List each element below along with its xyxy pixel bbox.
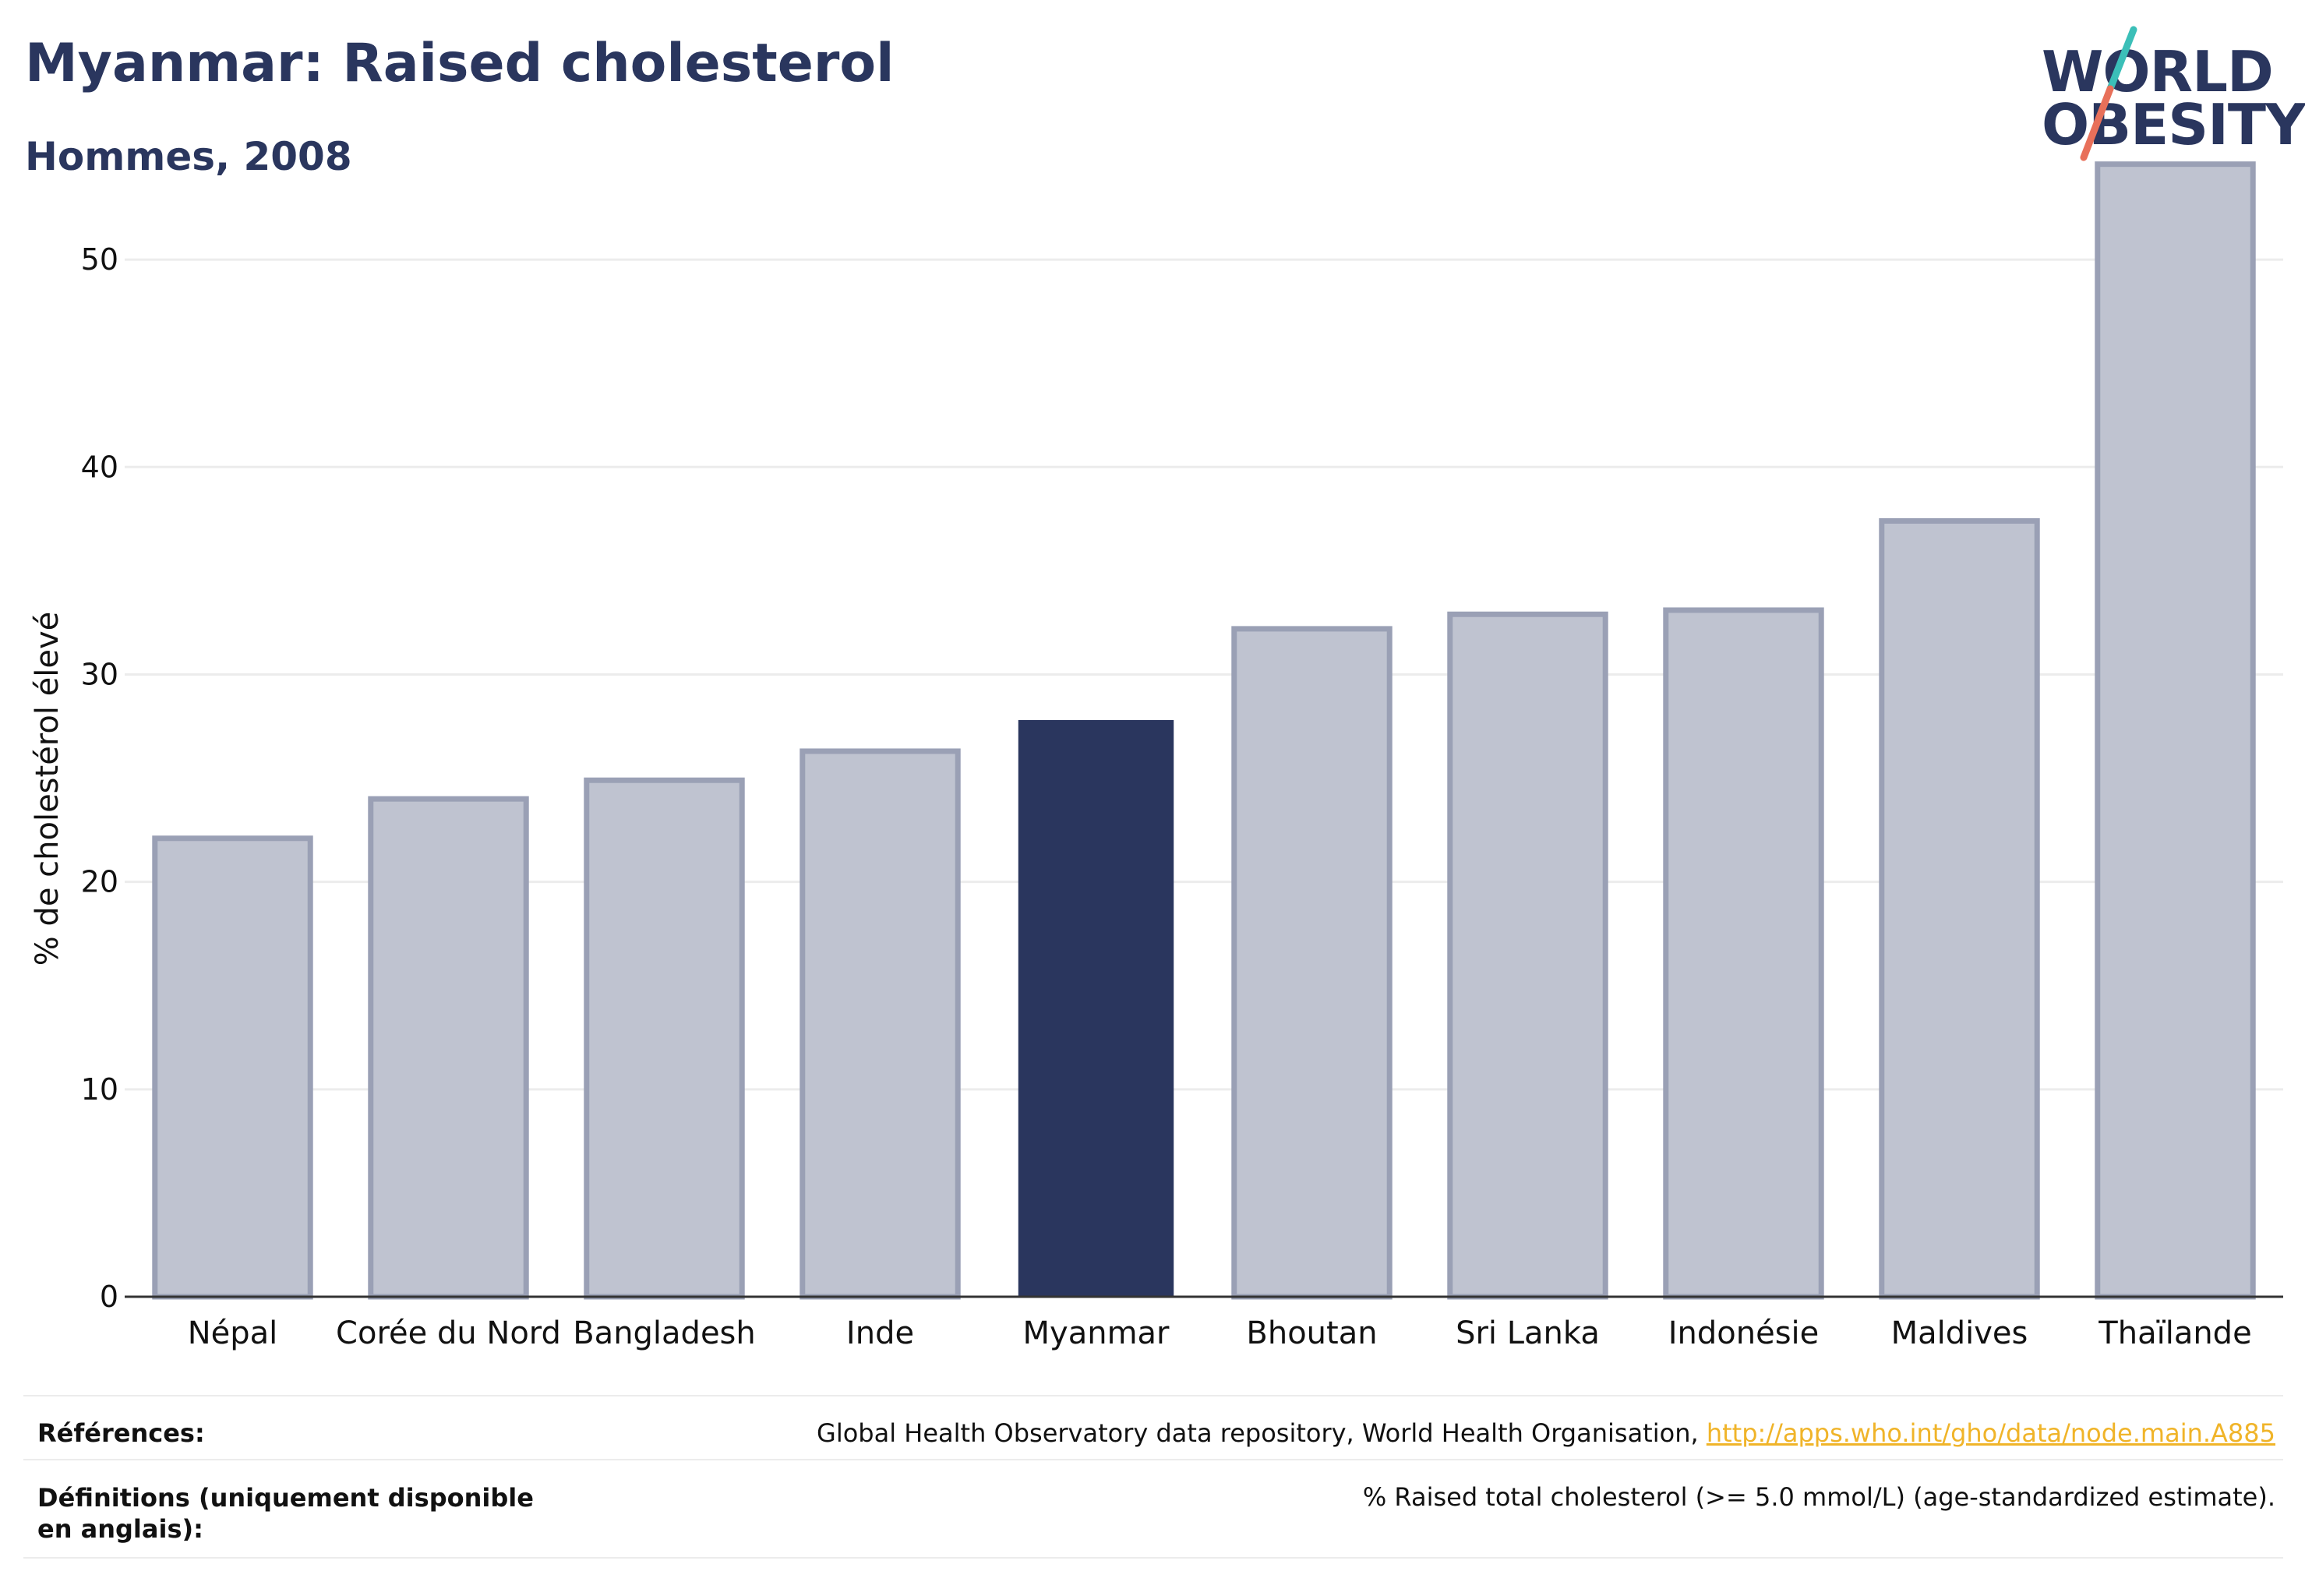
footer-divider-middle [23, 1459, 2283, 1460]
references-text: Global Health Observatory data repositor… [817, 1418, 2275, 1448]
definitions-label: Définitions (uniquement disponible en an… [37, 1483, 534, 1544]
x-tick-label: Bhoutan [1246, 1315, 1377, 1351]
bar [1447, 611, 1608, 1300]
world-obesity-logo: WORLD OBESITY [2026, 23, 2305, 164]
bar [1018, 720, 1174, 1297]
y-tick-label: 0 [100, 1280, 118, 1314]
y-tick-label: 50 [81, 242, 118, 277]
bar [1879, 517, 2040, 1300]
x-tick-label: Sri Lanka [1456, 1315, 1600, 1351]
y-axis-label: % de cholestérol élevé [30, 612, 65, 966]
y-tick-label: 30 [81, 657, 118, 691]
bar-chart: 0 10 20 30 40 50 % de cholestérol élevé Népal Co… [30, 161, 2283, 1351]
chart-title: Myanmar: Raised cholesterol [25, 33, 895, 94]
references-label: Références: [37, 1418, 205, 1448]
bar [1231, 626, 1393, 1300]
bar [368, 796, 529, 1300]
logo-slash-icon [2080, 26, 2137, 161]
bar [584, 777, 745, 1300]
y-tick-label: 10 [81, 1072, 118, 1107]
bar [2095, 161, 2256, 1300]
y-tick-label: 20 [81, 865, 118, 899]
x-tick-label: Thaïlande [2098, 1315, 2251, 1351]
definitions-text: % Raised total cholesterol (>= 5.0 mmol/… [1362, 1482, 2275, 1512]
x-tick-label: Indonésie [1668, 1315, 1820, 1351]
footer-divider-bottom [23, 1557, 2283, 1559]
x-tick-label: Corée du Nord [336, 1315, 561, 1351]
x-tick-label: Inde [846, 1315, 914, 1351]
x-tick-label: Maldives [1891, 1315, 2028, 1351]
logo-line-1: WORLD [2042, 39, 2274, 104]
footer-divider-top [23, 1395, 2283, 1396]
x-tick-label: Myanmar [1023, 1315, 1170, 1351]
x-tick-label: Bangladesh [573, 1315, 756, 1351]
y-tick-label: 40 [81, 450, 118, 484]
references-link[interactable]: http://apps.who.int/gho/data/node.main.A… [1706, 1418, 2275, 1448]
references-source: Global Health Observatory data repositor… [817, 1418, 1707, 1448]
bar [800, 748, 961, 1300]
bar [1663, 607, 1824, 1300]
x-tick-label: Népal [188, 1315, 278, 1351]
chart-subtitle: Hommes, 2008 [25, 134, 352, 179]
bar [152, 835, 313, 1300]
